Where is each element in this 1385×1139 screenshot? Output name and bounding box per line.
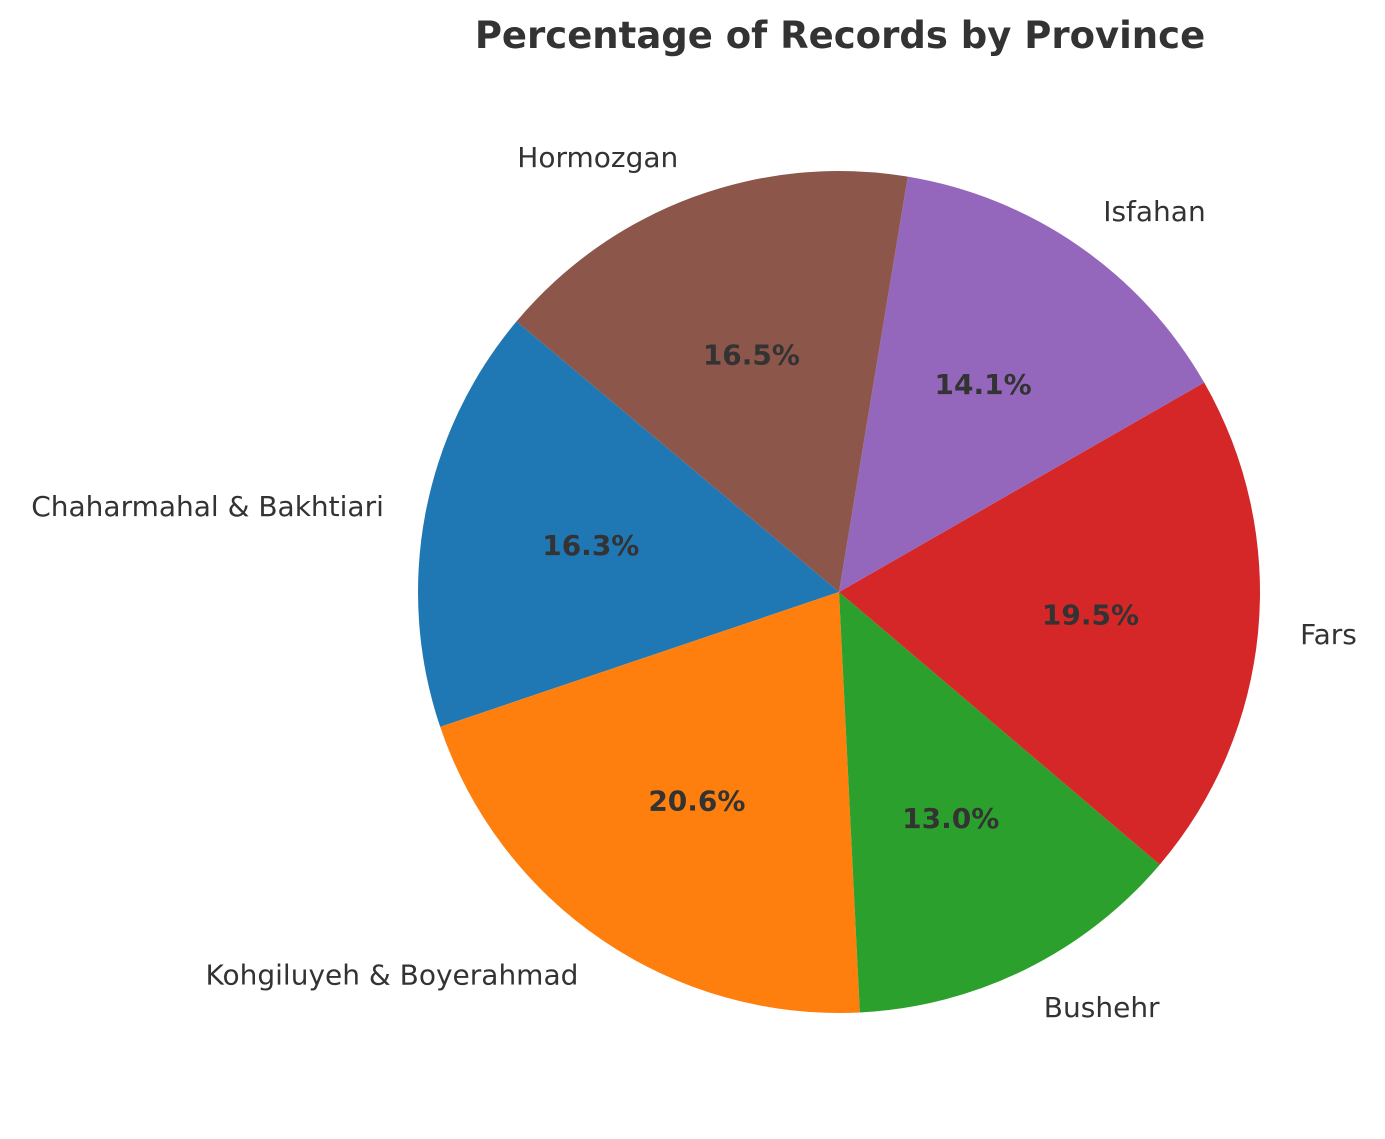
slice-label: Hormozgan xyxy=(517,141,678,174)
pie-slice-bushehr xyxy=(839,592,1160,1013)
slice-percentage-label: 19.5% xyxy=(1042,599,1139,632)
slice-percentage-label: 14.1% xyxy=(935,368,1032,401)
pie-slice-chaharmahal-bakhtiari xyxy=(418,321,839,727)
slice-label: Isfahan xyxy=(1103,195,1206,228)
pie-labels: Chaharmahal & Bakhtiari 16.3% Kohgiluyeh &… xyxy=(31,141,1357,1024)
pie-slice-fars xyxy=(839,382,1260,865)
slice-label: Chaharmahal & Bakhtiari xyxy=(31,490,384,523)
pie-slice-kohgiluyeh-boyerahmad xyxy=(440,592,860,1013)
slice-label: Bushehr xyxy=(1044,991,1160,1024)
slice-label: Fars xyxy=(1300,618,1357,651)
slice-label: Kohgiluyeh & Boyerahmad xyxy=(206,958,579,991)
slice-percentage-label: 20.6% xyxy=(648,784,745,817)
slice-percentage-label: 16.5% xyxy=(703,339,800,372)
pie-slices xyxy=(418,170,1260,1013)
slice-percentage-label: 13.0% xyxy=(902,802,999,835)
chart-title: Percentage of Records by Province xyxy=(474,14,1206,57)
pie-slice-isfahan xyxy=(839,176,1205,592)
pie-slice-hormozgan xyxy=(516,170,908,592)
slice-percentage-label: 16.3% xyxy=(542,529,639,562)
